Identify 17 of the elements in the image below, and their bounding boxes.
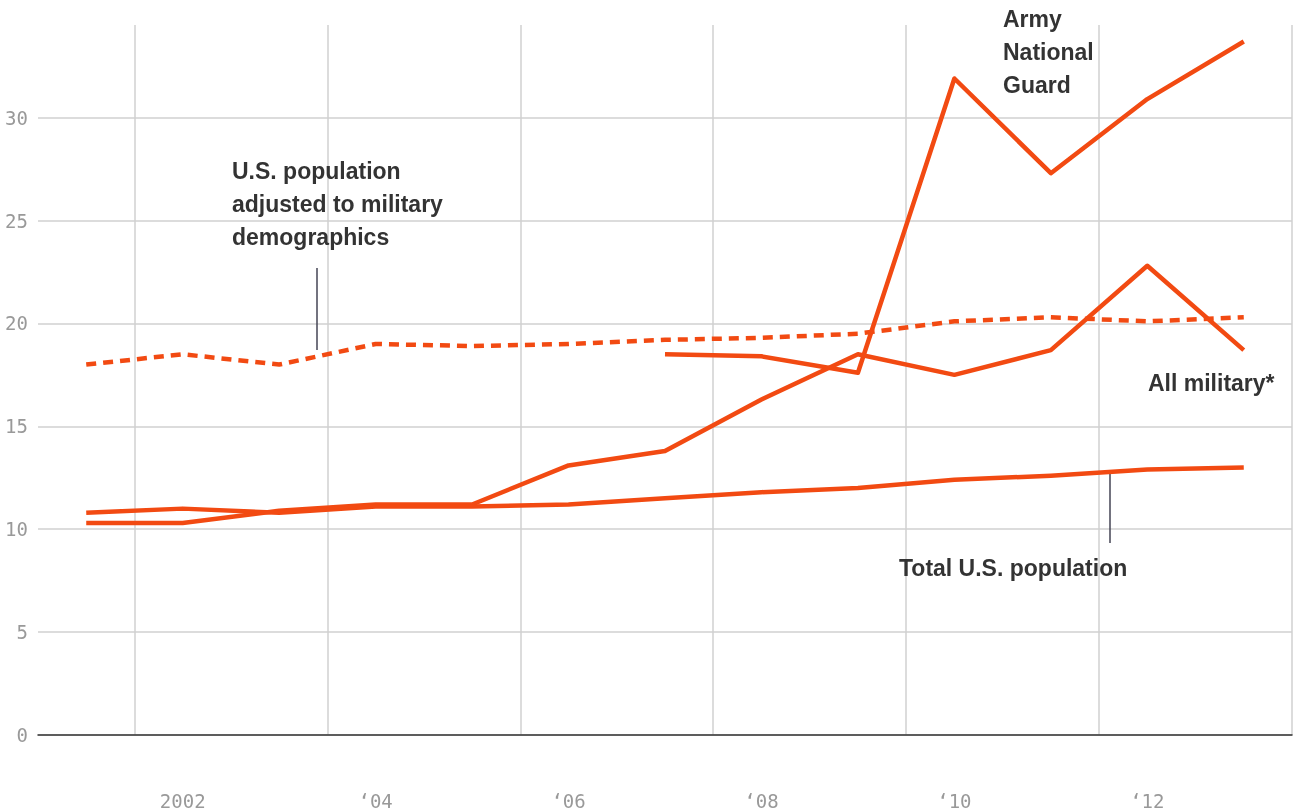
y-tick-label: 0 xyxy=(16,724,28,746)
x-tick-label: ‘08 xyxy=(744,789,779,812)
x-tick-label: ‘10 xyxy=(937,789,972,812)
series-label: Army National Guard xyxy=(1003,5,1101,98)
x-tick-label: ‘06 xyxy=(551,789,586,812)
y-tick-label: 15 xyxy=(5,415,28,438)
x-tick-label: 2002 xyxy=(159,789,206,812)
y-tick-label: 25 xyxy=(5,209,28,232)
y-tick-label: 10 xyxy=(5,518,28,541)
series-label: All military* xyxy=(1148,369,1275,396)
x-tick-label: ‘04 xyxy=(358,789,393,812)
x-tick-label: ‘12 xyxy=(1130,789,1165,812)
y-tick-label: 30 xyxy=(5,106,28,129)
y-tick-label: 20 xyxy=(5,312,28,335)
text: Total U.S. population xyxy=(899,554,1128,581)
y-tick-label: 5 xyxy=(16,621,28,644)
text: U.S. population adjusted to military demographics xyxy=(232,157,450,250)
